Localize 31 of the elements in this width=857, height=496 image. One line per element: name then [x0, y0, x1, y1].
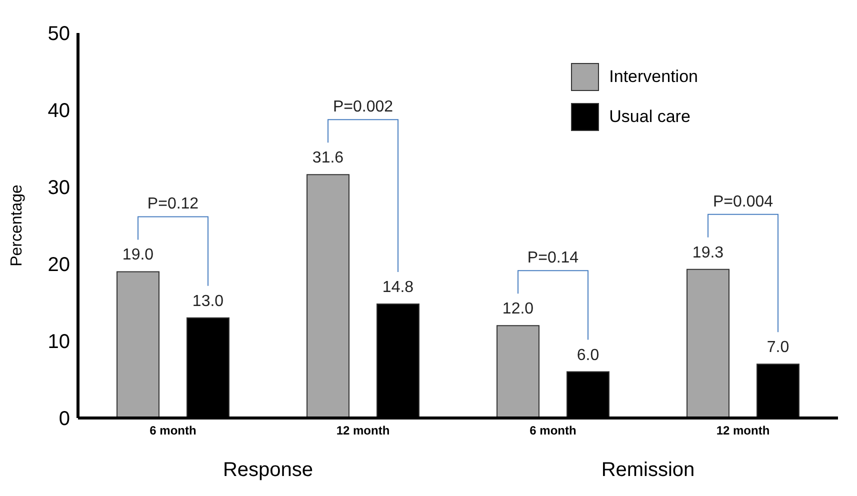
legend-label: Usual care [608, 106, 692, 128]
bar [306, 174, 350, 418]
x-tick-label: 6 month [530, 424, 576, 438]
y-tick-label: 20 [48, 254, 70, 276]
bar [496, 325, 540, 418]
y-tick-label: 50 [48, 23, 70, 46]
y-tick-label: 10 [48, 331, 70, 354]
x-tick-label: 6 month [150, 424, 196, 438]
data-label: 6.0 [576, 346, 600, 364]
x-tick-label: 12 month [336, 424, 390, 438]
bar [116, 271, 160, 418]
x-tick-label: 12 month [716, 424, 770, 438]
bar [686, 268, 730, 418]
y-tick-label: 30 [48, 177, 70, 200]
y-tick-label: 0 [58, 408, 70, 430]
data-label: 7.0 [766, 339, 790, 356]
data-label: 19.0 [122, 246, 154, 264]
annotation: P=0.12 [147, 196, 199, 213]
annotation: P=0.14 [527, 250, 579, 267]
data-label: 14.8 [382, 279, 414, 296]
text: Response [222, 459, 314, 481]
data-label: 13.0 [192, 292, 224, 310]
annotation: P=0.004 [712, 193, 774, 210]
annotation: P=0.002 [332, 98, 394, 116]
data-label: 19.3 [692, 244, 724, 262]
data-label: 31.6 [312, 150, 344, 167]
legend-label: Intervention [608, 66, 698, 88]
data-label: 12.0 [502, 300, 534, 318]
y-axis-title: Percentage [8, 184, 26, 266]
y-tick-label: 40 [48, 100, 70, 122]
text: Remission [601, 459, 695, 481]
